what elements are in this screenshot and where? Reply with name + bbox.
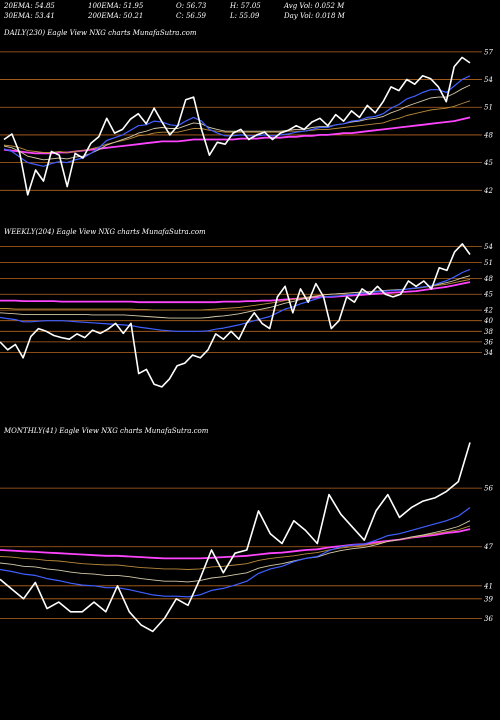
monthly-y-tick-label: 41 (483, 582, 493, 590)
high-stat: H: 57.05 (230, 2, 261, 10)
daily-ema-mid-line (3, 84, 471, 161)
daily-price-line (3, 56, 471, 196)
daily-y-tick-label: 54 (484, 76, 493, 84)
monthly-panel-label: MONTHLY(41) Eagle View NXG charts Munafa… (4, 427, 209, 435)
low-stat: L: 55.09 (230, 12, 260, 20)
monthly-ema-mid-line (0, 520, 471, 583)
daily-y-tick-label: 57 (484, 48, 493, 56)
daily-ema-fast-line (3, 75, 471, 167)
daily-y-tick-label: 45 (483, 159, 493, 167)
weekly-ema-mid-line (0, 275, 471, 319)
daily-y-tick-label: 51 (484, 104, 493, 112)
day-vol-stat: Day Vol: 0.018 M (284, 12, 345, 20)
monthly-ema-fast-line (0, 507, 471, 598)
weekly-y-tick-label: 54 (484, 243, 493, 251)
weekly-y-tick-label: 34 (484, 349, 493, 357)
daily-y-tick-label: 42 (483, 187, 493, 195)
weekly-y-tick-label: 42 (483, 307, 493, 315)
weekly-y-tick-label: 40 (483, 317, 493, 325)
weekly-y-tick-label: 38 (484, 328, 493, 336)
monthly-price-line (0, 442, 471, 633)
close-stat: C: 56.59 (176, 12, 206, 20)
ema200-stat: 200EMA: 50.21 (88, 12, 144, 20)
weekly-y-tick-label: 36 (484, 338, 493, 346)
daily-panel-label: DAILY(230) Eagle View NXG charts MunafaS… (4, 29, 197, 37)
weekly-ema-long-line (0, 281, 471, 304)
weekly-price-line (0, 243, 471, 388)
monthly-y-tick-label: 47 (483, 543, 493, 551)
monthly-y-tick-label: 56 (484, 485, 493, 493)
monthly-y-tick-label: 36 (484, 615, 493, 623)
weekly-panel-label: WEEKLY(204) Eagle View NXG charts Munafa… (4, 228, 206, 236)
weekly-y-tick-label: 45 (483, 291, 493, 299)
open-stat: O: 56.73 (176, 2, 207, 10)
weekly-y-tick-label: 48 (483, 275, 493, 283)
monthly-ema-slow-line (0, 525, 471, 570)
weekly-y-tick-label: 51 (484, 259, 493, 267)
monthly-y-tick-label: 39 (484, 595, 493, 603)
ema20-stat: 20EMA: 54.85 (4, 2, 55, 10)
ema30-stat: 30EMA: 53.41 (4, 12, 55, 20)
daily-y-tick-label: 48 (483, 131, 493, 139)
weekly-ema-fast-line (0, 268, 471, 332)
daily-ema-slow-line (3, 100, 471, 153)
ema100-stat: 100EMA: 51.95 (88, 2, 144, 10)
avg-vol-stat: Avg Vol: 0.052 M (284, 2, 345, 10)
